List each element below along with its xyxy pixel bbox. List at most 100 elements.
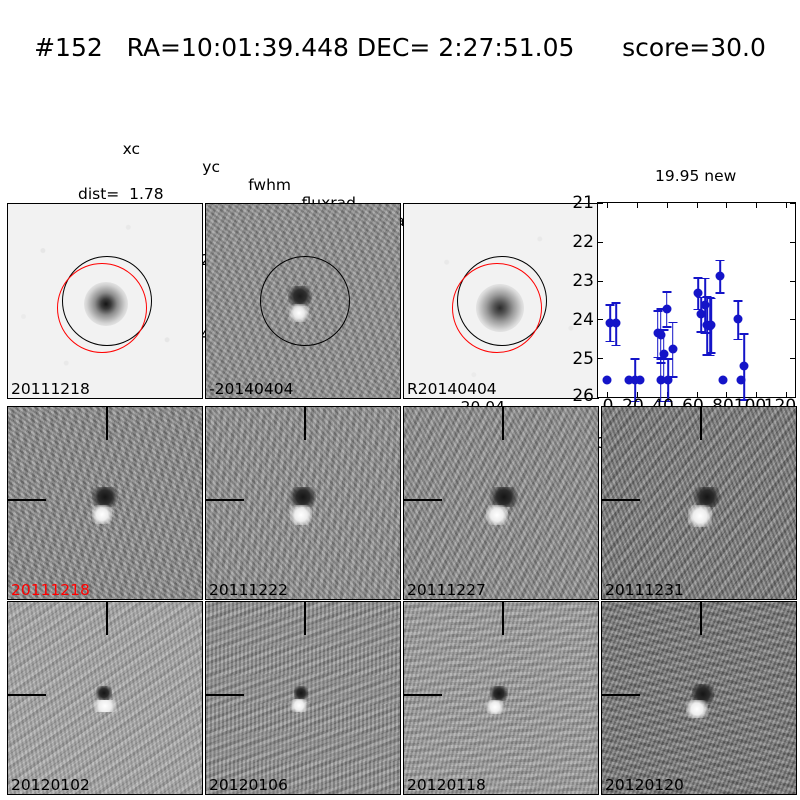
y-tick-mark xyxy=(598,241,603,243)
page-title: #152 RA=10:01:39.448 DEC= 2:27:51.05 sco… xyxy=(34,33,766,62)
error-bar-cap xyxy=(605,340,615,343)
error-bar-cap xyxy=(630,358,640,360)
error-bar-cap xyxy=(693,277,703,280)
y-tick-24: 24 xyxy=(572,310,594,330)
data-point[interactable] xyxy=(611,318,621,328)
y-tick-22: 22 xyxy=(572,232,594,252)
y-tick-mark xyxy=(598,358,603,360)
data-point-limit[interactable] xyxy=(718,375,728,385)
stamp-label: 20120106 xyxy=(209,776,288,794)
column-header-fwhm: fwhm xyxy=(248,176,291,194)
epoch-stamp[interactable]: 20120102 xyxy=(7,601,203,795)
positive-residual xyxy=(92,505,112,524)
data-point[interactable] xyxy=(696,309,706,319)
epoch-stamp[interactable]: 20111222 xyxy=(205,406,401,600)
x-tick-mark xyxy=(696,392,698,397)
data-point-limit[interactable] xyxy=(602,375,612,385)
positive-residual xyxy=(486,700,504,714)
positive-residual xyxy=(290,699,308,712)
positive-residual xyxy=(486,505,508,525)
y-tick-mark-right xyxy=(790,358,795,360)
data-point[interactable] xyxy=(668,344,678,354)
crosshair-horizontal-tick xyxy=(404,499,442,501)
y-tick-mark xyxy=(598,397,603,398)
x-tick-mark-top xyxy=(606,203,608,208)
crosshair-vertical-tick xyxy=(700,407,702,440)
x-tick-mark-top xyxy=(666,203,668,208)
data-point[interactable] xyxy=(693,288,703,298)
negative-residual xyxy=(92,487,118,507)
crosshair-vertical-tick xyxy=(304,407,306,440)
data-point[interactable] xyxy=(706,320,716,330)
error-bar-cap xyxy=(696,296,706,299)
y-tick-mark-right xyxy=(790,397,795,398)
data-point[interactable] xyxy=(659,349,669,359)
stamp-reference-image[interactable]: R20140404 xyxy=(403,203,599,399)
stamp-difference-image[interactable]: -20140404 xyxy=(205,203,401,399)
stamp-label: 20111218 xyxy=(11,581,90,599)
epoch-stamp[interactable]: 20111231 xyxy=(601,406,797,600)
positive-residual xyxy=(290,505,312,525)
negative-residual xyxy=(294,686,308,700)
data-point-limit[interactable] xyxy=(624,375,634,385)
aperture-circle-red xyxy=(452,263,542,353)
data-point[interactable] xyxy=(605,318,615,327)
error-bar-cap xyxy=(706,297,716,300)
crosshair-horizontal-tick xyxy=(8,694,46,696)
epoch-stamp[interactable]: 20111218 xyxy=(7,406,203,600)
data-point[interactable] xyxy=(656,330,666,340)
x-tick-mark xyxy=(606,392,608,397)
error-bar-cap xyxy=(733,300,743,302)
error-bar-cap xyxy=(733,338,743,341)
stamp-new-image[interactable]: 20111218 xyxy=(7,203,203,399)
y-tick-mark xyxy=(598,203,603,204)
x-tick-mark xyxy=(666,392,668,397)
light-curve-plot[interactable] xyxy=(597,202,796,403)
x-tick-mark-top xyxy=(696,203,698,208)
error-bar-cap xyxy=(656,308,666,310)
error-bar-cap xyxy=(715,292,725,294)
crosshair-horizontal-tick xyxy=(404,694,442,696)
column-header-xc: xc xyxy=(122,140,140,158)
error-bar-cap xyxy=(739,332,749,335)
new-mag-value: 19.95 new xyxy=(655,167,737,185)
y-tick-mark xyxy=(598,280,603,282)
stamp-label: -20140404 xyxy=(209,380,294,398)
crosshair-vertical-tick xyxy=(502,407,504,440)
data-point-limit[interactable] xyxy=(736,375,746,385)
dist-value: dist= 1.78 xyxy=(78,185,164,203)
stamp-label: 20120118 xyxy=(407,776,486,794)
x-tick-mark xyxy=(786,392,788,397)
stamp-label: 20111231 xyxy=(605,581,684,599)
data-point[interactable] xyxy=(662,304,672,314)
crosshair-vertical-tick xyxy=(700,602,702,635)
data-point-limit[interactable] xyxy=(663,375,673,385)
error-bar-cap xyxy=(693,308,703,311)
error-bar-cap xyxy=(705,296,715,299)
data-point[interactable] xyxy=(733,314,743,324)
crosshair-vertical-tick xyxy=(106,602,108,635)
epoch-stamp[interactable]: 20111227 xyxy=(403,406,599,600)
x-tick-mark xyxy=(726,392,728,397)
data-point[interactable] xyxy=(700,300,710,310)
error-bar-cap xyxy=(700,277,710,280)
y-tick-mark-right xyxy=(790,203,795,204)
error-bar-cap xyxy=(706,351,716,354)
epoch-stamp[interactable]: 20120120 xyxy=(601,601,797,795)
data-point[interactable] xyxy=(739,361,749,371)
epoch-stamp[interactable]: 20120118 xyxy=(403,601,599,795)
epoch-stamp[interactable]: 20120106 xyxy=(205,601,401,795)
error-bar-cap xyxy=(611,344,621,347)
y-tick-mark-right xyxy=(790,280,795,282)
x-tick-mark-top xyxy=(756,203,758,208)
error-bar-cap xyxy=(662,291,672,293)
stamp-label: R20140404 xyxy=(407,380,497,398)
error-bar-cap xyxy=(653,356,663,359)
x-tick-mark-top xyxy=(636,203,638,208)
crosshair-vertical-tick xyxy=(106,407,108,440)
x-tick-mark-top xyxy=(786,203,788,208)
data-point[interactable] xyxy=(715,271,725,281)
crosshair-horizontal-tick xyxy=(602,694,640,696)
data-point-limit[interactable] xyxy=(635,375,645,385)
